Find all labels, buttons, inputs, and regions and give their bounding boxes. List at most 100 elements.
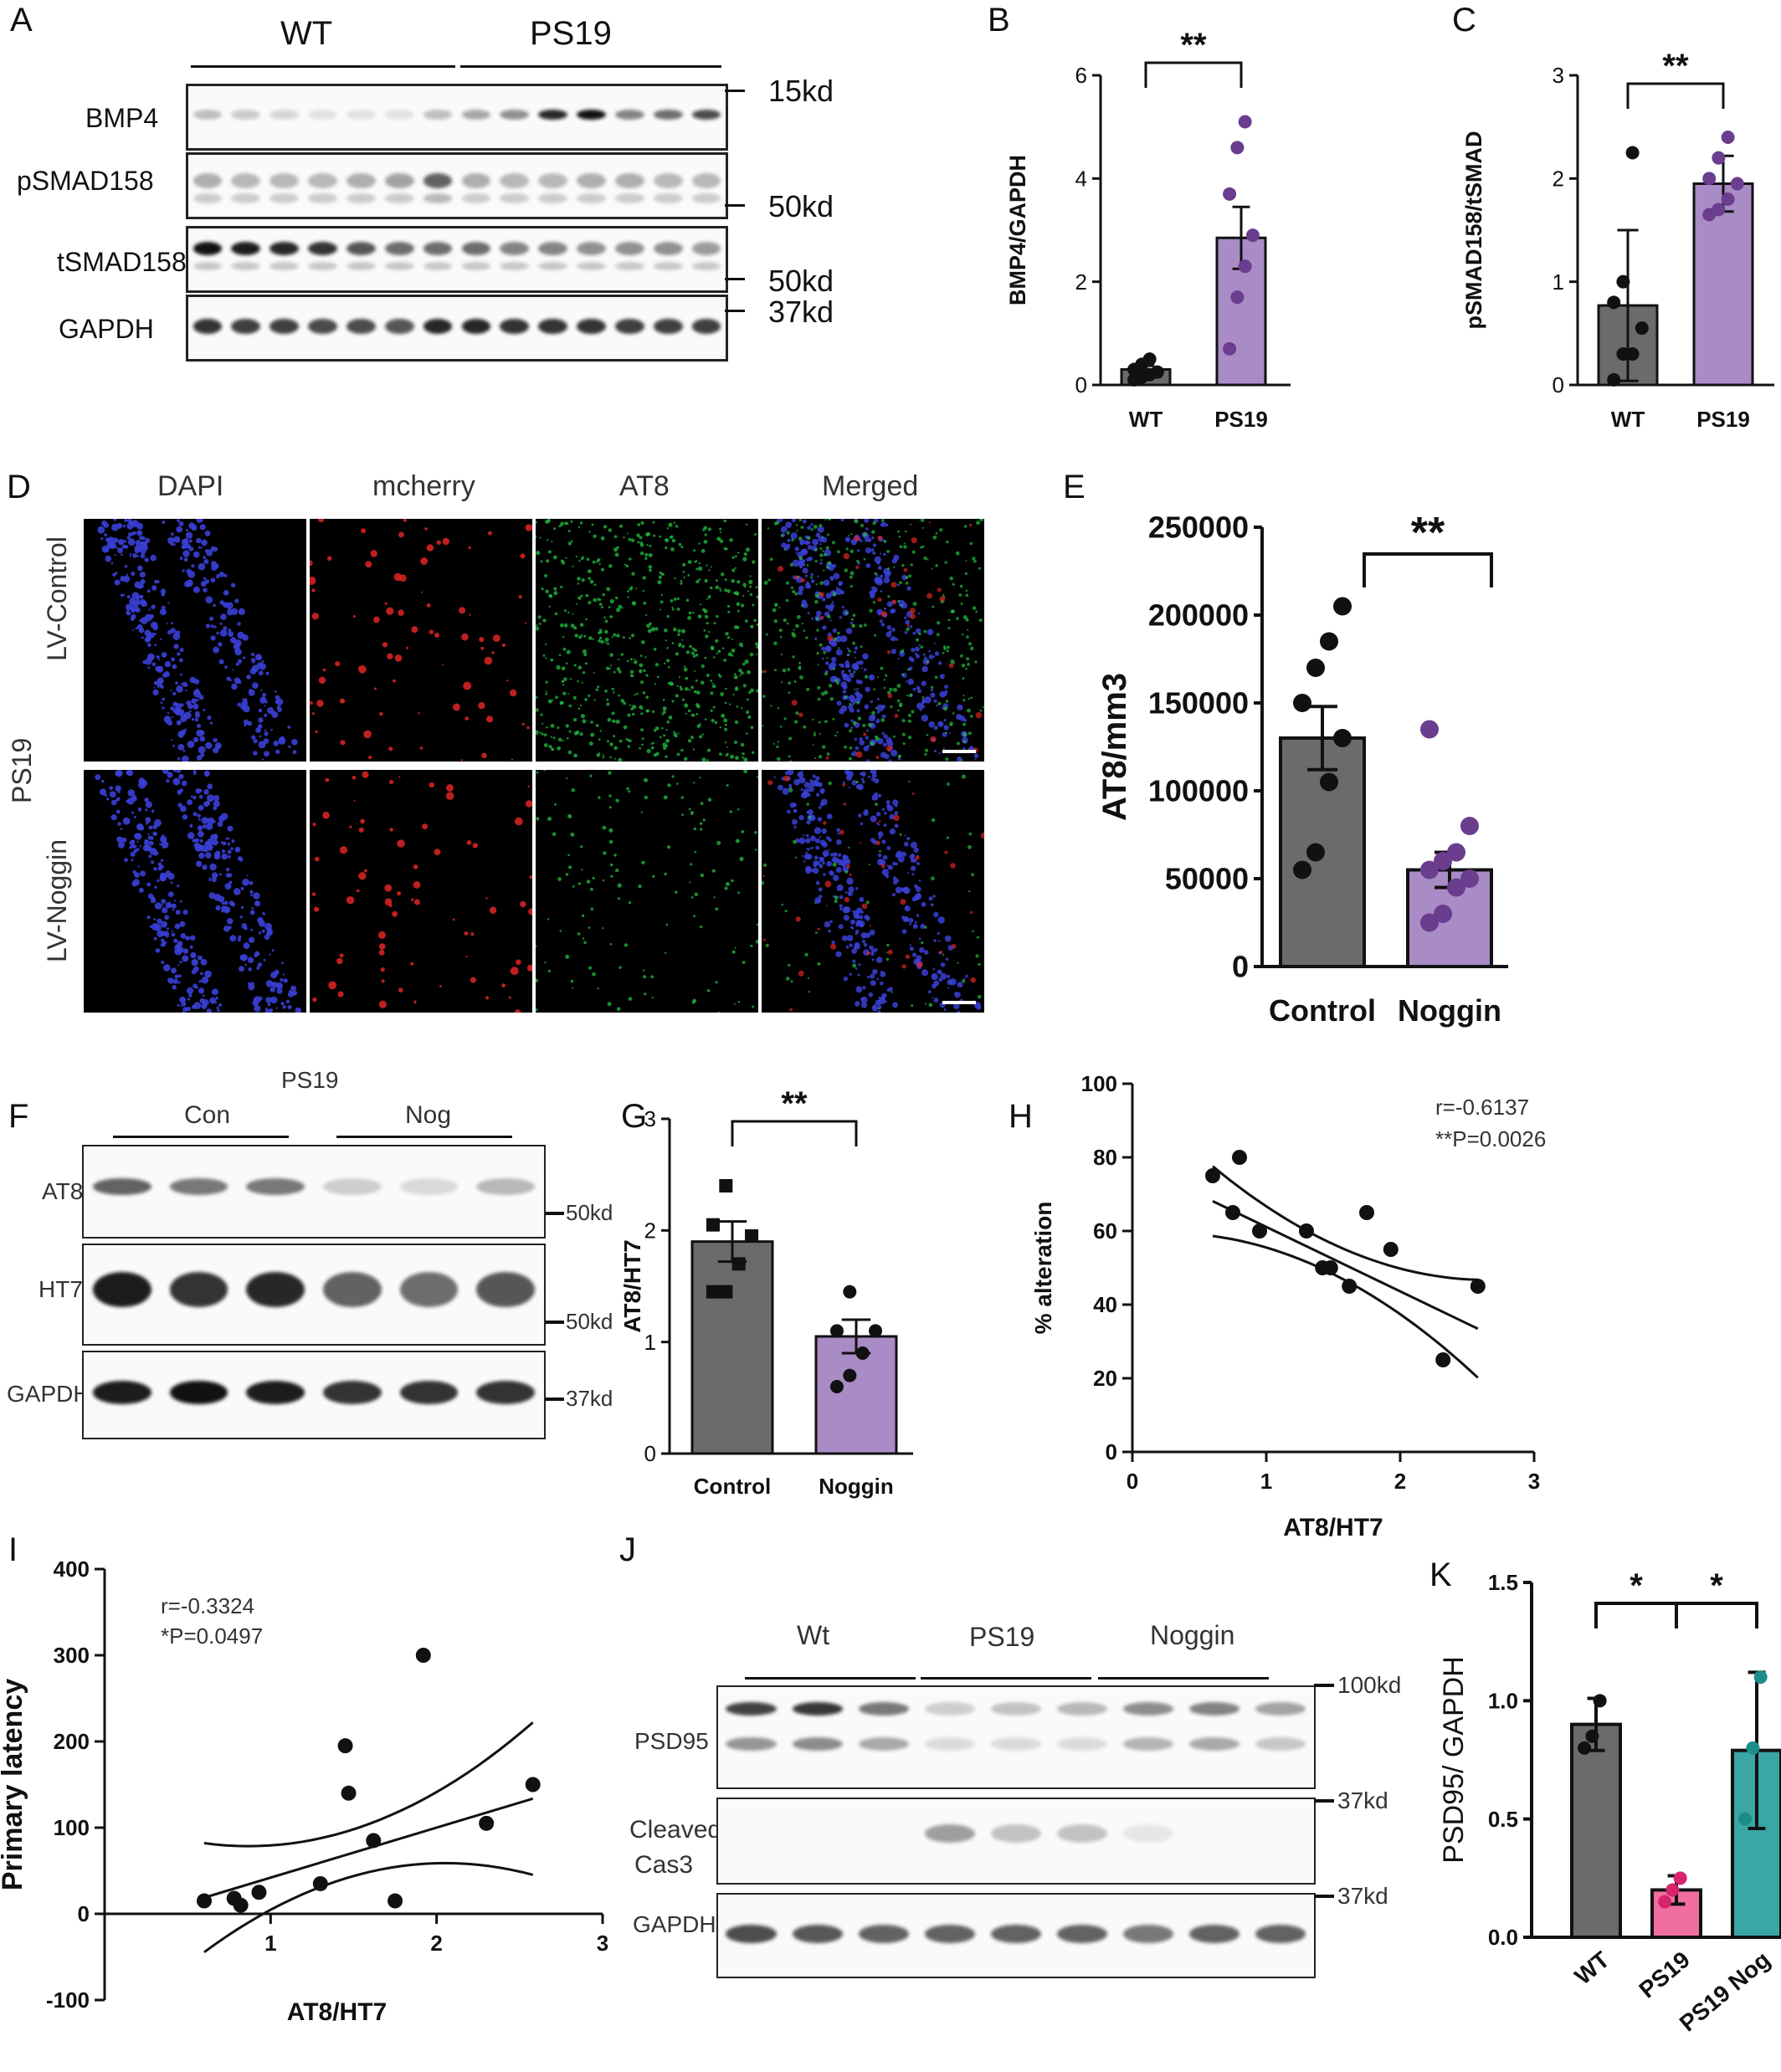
micrograph-cell	[827, 561, 832, 566]
micrograph-cell	[846, 877, 854, 885]
micrograph-cell	[291, 738, 298, 746]
micrograph-cell	[472, 843, 478, 849]
micrograph-cell	[120, 577, 125, 582]
micrograph-cell	[712, 656, 716, 659]
micrograph-cell	[822, 536, 824, 539]
micrograph-cell	[916, 628, 921, 634]
micrograph-cell	[665, 546, 668, 550]
bar	[1570, 1722, 1622, 1939]
blot-band	[538, 110, 568, 120]
micrograph-cell	[859, 896, 865, 902]
micrograph-col-label: AT8	[619, 470, 670, 502]
micrograph-cell	[842, 673, 848, 679]
micrograph-cell	[239, 954, 246, 961]
micrograph-cell	[939, 528, 943, 532]
micrograph-cell	[923, 556, 927, 561]
micrograph-cell	[740, 742, 745, 747]
micrograph-cell	[117, 539, 125, 546]
micrograph-cell	[943, 706, 948, 711]
micrograph-cell	[690, 863, 693, 866]
blot-band	[323, 1178, 382, 1195]
micrograph-cell	[198, 546, 201, 549]
micrograph-cell	[865, 729, 869, 732]
micrograph-cell	[803, 860, 806, 863]
micrograph-cell	[864, 519, 870, 523]
micrograph-cell	[836, 828, 840, 832]
micrograph-cell	[234, 598, 239, 603]
blot-f-group-nog: Nog	[405, 1101, 452, 1129]
micrograph-cell	[584, 662, 588, 665]
blot-band	[691, 319, 721, 334]
micrograph-cell	[888, 987, 893, 992]
micrograph-cell	[210, 635, 216, 641]
micrograph-cell	[860, 645, 863, 649]
micrograph-cell	[918, 612, 921, 615]
micrograph-cell	[958, 593, 962, 597]
blot-band	[384, 173, 414, 188]
micrograph-cell	[234, 677, 241, 685]
micrograph-cell	[213, 806, 218, 811]
micrograph-cell	[418, 712, 420, 715]
data-point	[1342, 1279, 1358, 1294]
blot-a-tsmad158	[186, 226, 728, 293]
micrograph-cell	[554, 612, 558, 616]
micrograph-cell	[628, 537, 632, 541]
micrograph-cell	[855, 565, 860, 569]
blot-a-group-line-ps19	[460, 65, 721, 68]
data-point	[1730, 177, 1744, 191]
data-point	[1460, 869, 1479, 888]
micrograph-cell	[926, 628, 934, 636]
micrograph-cell	[866, 759, 870, 762]
blot-j-row-label: GAPDH	[633, 1911, 716, 1937]
micrograph-cell	[201, 817, 208, 824]
micrograph-image	[97, 519, 298, 762]
micrograph-cell	[846, 935, 854, 941]
micrograph-cell	[878, 836, 881, 839]
blot-a-bmp4	[186, 84, 728, 151]
micrograph-cell	[732, 693, 735, 695]
micrograph-cell	[627, 596, 629, 598]
micrograph-cell	[660, 600, 664, 604]
micrograph-cell	[726, 784, 729, 787]
micrograph-cell	[173, 900, 177, 902]
micrograph-cell	[856, 709, 860, 713]
micrograph-cell	[410, 962, 414, 966]
micrograph-cell	[167, 977, 174, 984]
micrograph-cell	[614, 596, 618, 600]
micrograph-cell	[248, 689, 255, 696]
micrograph-cell	[225, 909, 229, 913]
micrograph-cell	[206, 823, 213, 830]
micrograph-cell	[222, 841, 227, 846]
blot-band	[192, 319, 223, 334]
micrograph-cell	[186, 987, 194, 995]
micrograph-cell	[786, 977, 790, 981]
micrograph-cell	[947, 987, 950, 989]
micrograph-cell	[574, 633, 578, 638]
micrograph-cell	[179, 648, 184, 653]
micrograph-cell	[201, 736, 205, 741]
micrograph-cell	[650, 627, 656, 632]
micrograph-cell	[189, 710, 192, 713]
micrograph-cell	[212, 839, 218, 846]
micrograph-cell	[913, 859, 917, 863]
micrograph-cell	[370, 550, 377, 557]
micrograph-cell	[202, 999, 209, 1007]
micrograph-cell	[547, 918, 550, 921]
micrograph-cell	[360, 818, 365, 824]
significance-label: **	[1411, 509, 1445, 557]
micrograph-cell	[609, 598, 614, 604]
micrograph-cell	[258, 708, 263, 713]
micrograph-cell	[813, 867, 819, 874]
micrograph-cell	[176, 770, 182, 773]
data-point	[1232, 1150, 1247, 1165]
micrograph-cell	[213, 837, 215, 840]
micrograph-cell	[735, 756, 739, 761]
micrograph-cell	[202, 824, 207, 829]
micrograph-cell	[921, 926, 924, 928]
micrograph-cell	[228, 838, 230, 840]
micrograph-cell	[608, 839, 613, 844]
x-tick-label: Noggin	[1398, 993, 1501, 1028]
micrograph-cell	[681, 698, 685, 701]
micrograph-cell	[908, 917, 914, 923]
micrograph-cell	[946, 645, 950, 649]
